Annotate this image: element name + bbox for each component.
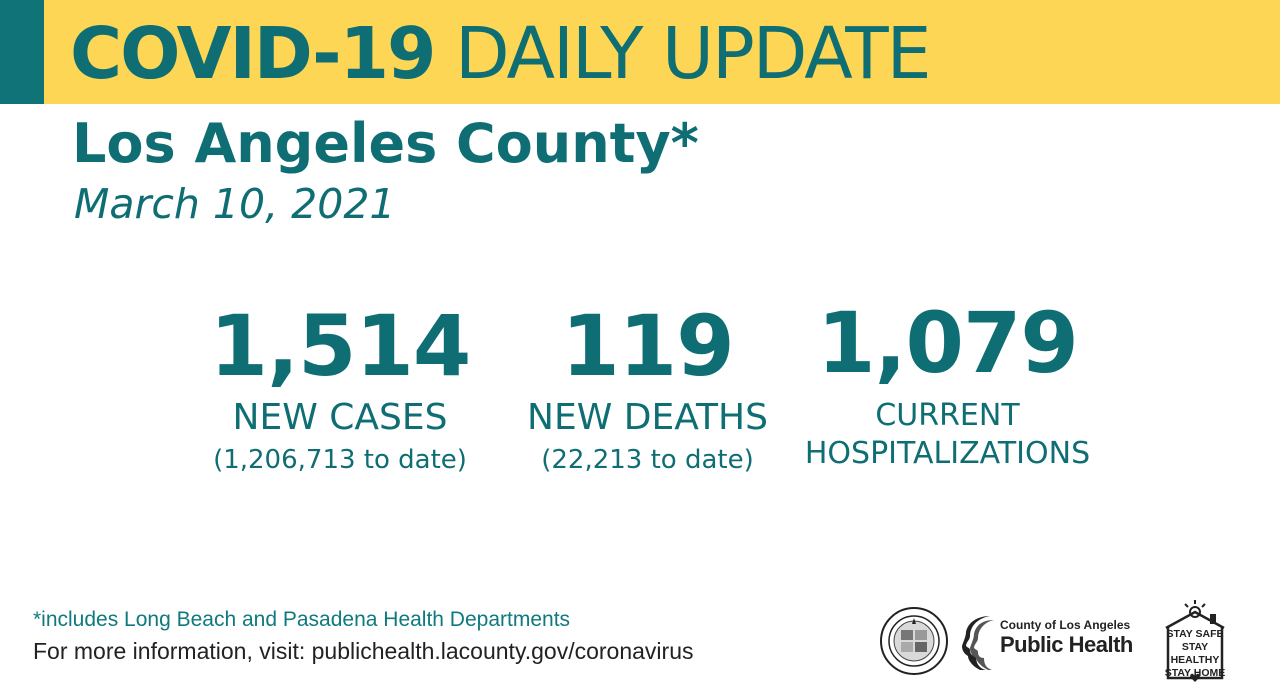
house-sun-icon (1165, 600, 1225, 682)
new-cases-value: 1,514 (209, 297, 472, 395)
stay-safe-line1: STAY SAFE (1166, 628, 1224, 640)
cases-to-date: (1,206,713 to date) (213, 445, 467, 475)
new-cases-label: NEW CASES (232, 397, 448, 438)
banner-accent-bar (0, 0, 44, 104)
hospitalizations-label-line2: HOSPITALIZATIONS (804, 436, 1091, 471)
deaths-to-date: (22,213 to date) (541, 445, 754, 475)
public-health-profile-icon (962, 616, 994, 670)
stat-new-cases: 1,514 NEW CASES (1,206,713 to date) (180, 296, 500, 480)
public-health-county-text: County of Los Angeles (1000, 618, 1131, 632)
stay-safe-line2: STAY HEALTHY (1170, 641, 1220, 666)
banner-title-light: DAILY UPDATE (455, 12, 931, 95)
logo-strip: County of Los Angeles Public Health STAY… (875, 596, 1235, 686)
hospitalizations-label: CURRENT HOSPITALIZATIONS (790, 397, 1105, 473)
public-health-logo: County of Los Angeles Public Health (960, 612, 1150, 672)
stay-safe-line3: STAY HOME (1164, 667, 1226, 679)
hospitalizations-label-line1: CURRENT (875, 398, 1020, 433)
stat-current-hospitalizations: 1,079 CURRENT HOSPITALIZATIONS (790, 293, 1105, 473)
new-deaths-value: 119 (561, 297, 734, 395)
more-info-text: For more information, visit: publichealt… (33, 638, 694, 664)
hospitalizations-value: 1,079 (817, 294, 1079, 392)
footnote: *includes Long Beach and Pasadena Health… (33, 608, 571, 631)
stat-new-deaths: 119 NEW DEATHS (22,213 to date) (505, 296, 790, 480)
county-seal-icon (879, 606, 949, 676)
banner-title-bold: COVID-19 (70, 12, 436, 95)
public-health-text: Public Health (1000, 632, 1133, 657)
stay-safe-text: STAY SAFE STAY HEALTHY STAY HOME (1164, 628, 1226, 680)
banner-title: COVID-19 DAILY UPDATE (70, 12, 932, 95)
stay-safe-logo: STAY SAFE STAY HEALTHY STAY HOME (1160, 598, 1230, 684)
county-heading: Los Angeles County* (72, 112, 699, 175)
report-date: March 10, 2021 (74, 180, 396, 228)
new-deaths-label: NEW DEATHS (527, 397, 768, 438)
title-banner: COVID-19 DAILY UPDATE (0, 0, 1280, 104)
